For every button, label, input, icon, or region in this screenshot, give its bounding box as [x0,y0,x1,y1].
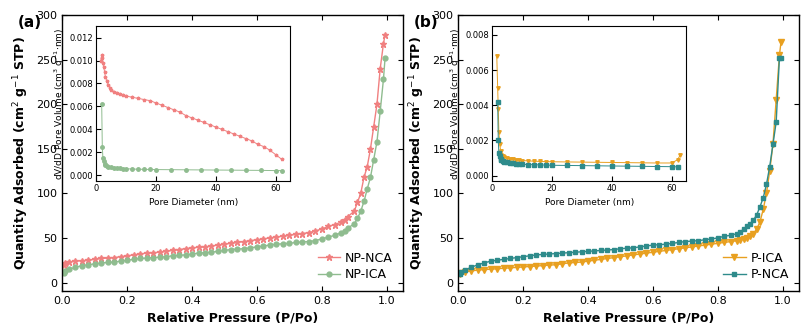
P-ICA [486,267,496,271]
P-NCA [642,244,651,248]
P-ICA [776,40,786,44]
P-NCA [544,252,554,256]
NP-ICA [375,110,385,114]
NP-ICA [135,256,145,260]
P-NCA [776,56,786,60]
P-ICA [544,263,554,267]
X-axis label: Relative Pressure (P/Po): Relative Pressure (P/Po) [543,312,714,325]
P-NCA [774,56,784,60]
P-ICA [505,266,515,270]
NP-ICA [380,56,390,60]
NP-NCA [323,224,333,228]
P-ICA [642,251,651,255]
NP-NCA [135,252,145,256]
X-axis label: Relative Pressure (P/Po): Relative Pressure (P/Po) [147,312,318,325]
P-NCA [719,234,729,238]
Line: NP-ICA: NP-ICA [62,55,387,275]
P-NCA [460,268,470,272]
NP-NCA [297,232,307,236]
Text: (b): (b) [414,15,438,30]
Y-axis label: Quantity Adsorbed (cm$^2$ g$^{-1}$ STP): Quantity Adsorbed (cm$^2$ g$^{-1}$ STP) [11,36,31,270]
Line: P-NCA: P-NCA [458,55,783,276]
NP-ICA [142,256,151,260]
NP-NCA [352,200,362,204]
NP-ICA [352,216,362,220]
NP-ICA [297,240,307,244]
P-ICA [455,271,465,276]
NP-NCA [380,33,390,37]
Legend: NP-NCA, NP-ICA: NP-NCA, NP-ICA [314,248,397,285]
NP-NCA [59,263,69,267]
P-ICA [719,241,729,245]
P-NCA [505,256,515,260]
Y-axis label: Quantity Adsorbed (cm$^2$ g$^{-1}$ STP): Quantity Adsorbed (cm$^2$ g$^{-1}$ STP) [407,36,427,270]
P-NCA [486,259,496,263]
Text: (a): (a) [18,15,42,30]
NP-NCA [142,251,151,255]
P-NCA [455,271,465,276]
Line: NP-NCA: NP-NCA [61,31,389,268]
Legend: P-ICA, P-NCA: P-ICA, P-NCA [719,248,793,285]
NP-ICA [59,271,69,275]
NP-NCA [375,67,385,71]
NP-ICA [323,235,333,239]
P-ICA [460,270,470,274]
Line: P-ICA: P-ICA [457,39,784,277]
